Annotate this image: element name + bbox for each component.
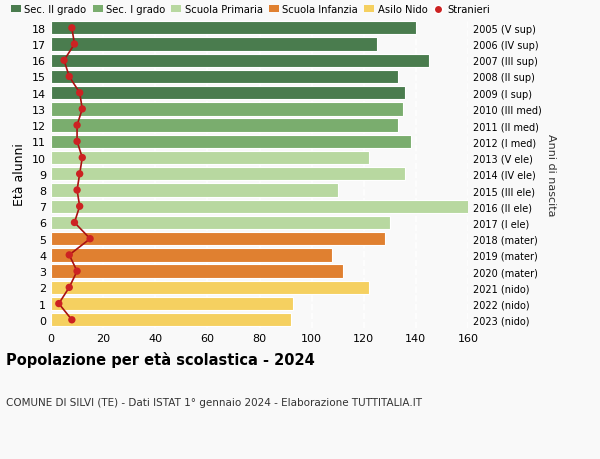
- Bar: [51, 55, 429, 68]
- Point: [72, 268, 82, 275]
- Bar: [51, 38, 377, 51]
- Point: [70, 41, 79, 49]
- Point: [72, 122, 82, 129]
- Point: [72, 138, 82, 146]
- Bar: [51, 200, 473, 213]
- Text: COMUNE DI SILVI (TE) - Dati ISTAT 1° gennaio 2024 - Elaborazione TUTTITALIA.IT: COMUNE DI SILVI (TE) - Dati ISTAT 1° gen…: [6, 397, 422, 407]
- Point: [64, 73, 74, 81]
- Bar: [51, 135, 410, 149]
- Bar: [51, 151, 369, 165]
- Bar: [51, 281, 369, 294]
- Point: [85, 235, 95, 243]
- Point: [77, 106, 87, 113]
- Bar: [51, 233, 385, 246]
- Point: [67, 25, 77, 33]
- Bar: [51, 297, 293, 311]
- Bar: [51, 71, 398, 84]
- Bar: [51, 87, 406, 100]
- Bar: [51, 119, 398, 133]
- Bar: [51, 216, 390, 230]
- Y-axis label: Anni di nascita: Anni di nascita: [545, 133, 556, 216]
- Point: [75, 171, 85, 178]
- Point: [59, 57, 69, 65]
- Point: [72, 187, 82, 194]
- Point: [75, 90, 85, 97]
- Bar: [51, 184, 338, 197]
- Point: [75, 203, 85, 211]
- Bar: [51, 313, 291, 327]
- Legend: Sec. II grado, Sec. I grado, Scuola Primaria, Scuola Infanzia, Asilo Nido, Stran: Sec. II grado, Sec. I grado, Scuola Prim…: [11, 5, 490, 15]
- Point: [64, 252, 74, 259]
- Y-axis label: Età alunni: Età alunni: [13, 143, 26, 206]
- Bar: [51, 265, 343, 278]
- Point: [70, 219, 79, 227]
- Bar: [51, 103, 403, 116]
- Bar: [51, 168, 406, 181]
- Point: [64, 284, 74, 291]
- Point: [54, 300, 64, 308]
- Bar: [51, 249, 332, 262]
- Point: [67, 316, 77, 324]
- Bar: [51, 22, 416, 35]
- Text: Popolazione per età scolastica - 2024: Popolazione per età scolastica - 2024: [6, 351, 315, 367]
- Point: [77, 155, 87, 162]
